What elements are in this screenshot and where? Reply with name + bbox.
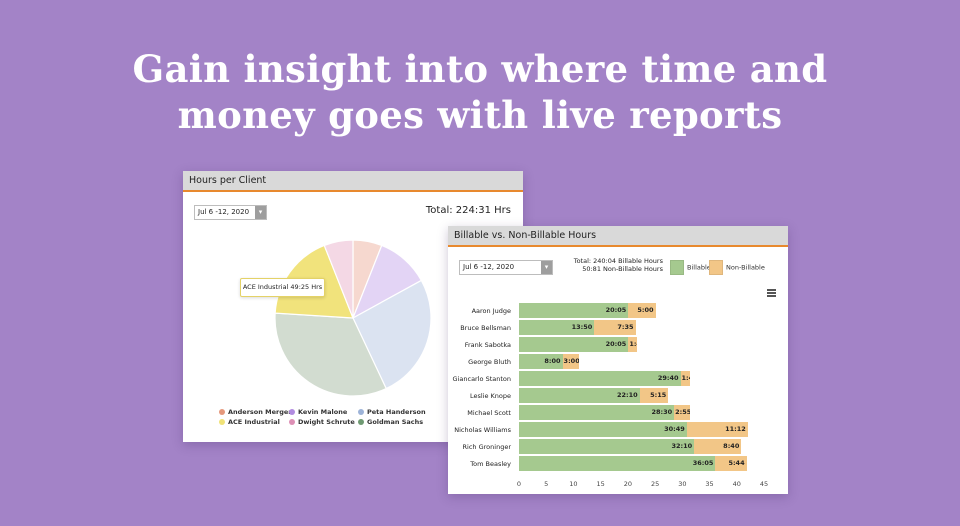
bar-billable[interactable]: 8:00: [519, 354, 563, 369]
bar-nonbillable[interactable]: 11:12: [686, 422, 748, 437]
legend-item[interactable]: ACE Industrial: [219, 418, 280, 426]
bar-nonbillable[interactable]: 1:40: [628, 337, 638, 352]
legend-item[interactable]: Anderson Merger: [219, 408, 292, 416]
x-tick-label: 15: [596, 480, 605, 488]
bar-category-label: Frank Sabotka: [464, 341, 511, 349]
legend-item[interactable]: Peta Handerson: [358, 408, 426, 416]
legend-label: Kevin Malone: [298, 408, 348, 416]
billable-totals: Total: 240:04 Billable Hours 50:81 Non-B…: [568, 257, 663, 273]
bar-category-label: George Bluth: [468, 358, 511, 366]
legend-billable[interactable]: Billable: [670, 260, 711, 275]
bar-billable[interactable]: 29:40: [519, 371, 681, 386]
bar-nonbillable[interactable]: 3:00: [562, 354, 579, 369]
legend-swatch: [670, 260, 684, 275]
total-billable: Total: 240:04 Billable Hours: [573, 257, 663, 265]
pie-slice-goldman-sachs[interactable]: [274, 312, 388, 397]
legend-dot: [358, 409, 364, 415]
total-nonbillable: 50:81 Non-Billable Hours: [582, 265, 663, 273]
bar-category-label: Giancarlo Stanton: [452, 375, 511, 383]
legend-label: Dwight Schrute: [298, 418, 355, 426]
legend-label: Billable: [687, 263, 711, 272]
x-tick-label: 20: [623, 480, 633, 488]
legend-dot: [219, 409, 225, 415]
bar-billable[interactable]: 20:05: [519, 337, 629, 352]
total-hours: Total: 224:31 Hrs: [425, 205, 511, 216]
legend-dot: [219, 419, 225, 425]
pie-chart: [274, 239, 432, 397]
bar-category-label: Michael Scott: [467, 409, 511, 417]
legend-swatch: [709, 260, 723, 275]
x-tick-label: 0: [516, 480, 522, 488]
bar-nonbillable[interactable]: 5:44: [715, 456, 747, 471]
bar-billable[interactable]: 13:50: [519, 320, 595, 335]
chevron-down-icon: ▾: [255, 206, 266, 219]
bar-category-label: Tom Beasley: [470, 460, 511, 468]
bar-nonbillable[interactable]: 7:35: [594, 320, 636, 335]
bar-nonbillable[interactable]: 1:40: [680, 371, 690, 386]
x-tick-label: 10: [569, 480, 578, 488]
headline: Gain insight into where time and money g…: [0, 46, 960, 138]
legend-label: ACE Industrial: [228, 418, 280, 426]
bar-nonbillable[interactable]: 5:00: [628, 303, 656, 318]
hamburger-menu-icon[interactable]: [767, 289, 776, 298]
bar-nonbillable[interactable]: 5:15: [639, 388, 669, 403]
bar-billable[interactable]: 28:30: [519, 405, 675, 420]
x-tick-label: 45: [759, 480, 769, 488]
bar-nonbillable[interactable]: 8:40: [694, 439, 742, 454]
bar-category-label: Leslie Knope: [469, 392, 511, 400]
date-range-select[interactable]: Jul 6 -12, 2020 ▾: [194, 205, 267, 220]
card-title: Hours per Client: [183, 171, 523, 192]
legend-label: Anderson Merger: [228, 408, 292, 416]
legend-dot: [289, 419, 295, 425]
card-title: Billable vs. Non-Billable Hours: [448, 226, 788, 247]
headline-line-2: money goes with live reports: [177, 93, 783, 137]
date-range-value: Jul 6 -12, 2020: [463, 263, 515, 271]
bar-billable[interactable]: 22:10: [519, 388, 640, 403]
bar-category-label: Rich Groninger: [462, 443, 511, 451]
bar-category-label: Aaron Judge: [471, 307, 511, 315]
billable-card: Billable vs. Non-Billable Hours Jul 6 -1…: [448, 226, 788, 494]
legend-label: Peta Handerson: [367, 408, 426, 416]
bar-billable[interactable]: 36:05: [519, 456, 716, 471]
chevron-down-icon: ▾: [541, 261, 552, 274]
date-range-value: Jul 6 -12, 2020: [198, 208, 250, 216]
x-tick-label: 40: [732, 480, 741, 488]
legend-dot: [289, 409, 295, 415]
bar-billable[interactable]: 20:05: [519, 303, 629, 318]
pie-slice-peta-handerson[interactable]: [352, 279, 432, 390]
legend-label: Non-Billable: [726, 263, 765, 272]
pie-slice-dwight-schrute[interactable]: [323, 239, 354, 319]
legend-item[interactable]: Dwight Schrute: [289, 418, 355, 426]
bar-nonbillable[interactable]: 2:55: [674, 405, 691, 420]
legend-item[interactable]: Kevin Malone: [289, 408, 347, 416]
x-tick-label: 25: [650, 480, 660, 488]
bar-billable[interactable]: 30:49: [519, 422, 687, 437]
headline-line-1: Gain insight into where time and: [132, 47, 828, 91]
date-range-select[interactable]: Jul 6 -12, 2020 ▾: [459, 260, 553, 275]
x-tick-label: 5: [544, 480, 549, 488]
legend-label: Goldman Sachs: [367, 418, 424, 426]
legend-dot: [358, 419, 364, 425]
bar-category-label: Bruce Bellsman: [460, 324, 511, 332]
x-tick-label: 30: [678, 480, 687, 488]
bar-category-label: Nicholas Williams: [454, 426, 511, 434]
legend-item[interactable]: Goldman Sachs: [358, 418, 423, 426]
bar-billable[interactable]: 32:10: [519, 439, 695, 454]
pie-tooltip: ACE Industrial 49:25 Hrs: [240, 278, 325, 297]
x-tick-label: 35: [705, 480, 714, 488]
legend-nonbillable[interactable]: Non-Billable: [709, 260, 765, 275]
